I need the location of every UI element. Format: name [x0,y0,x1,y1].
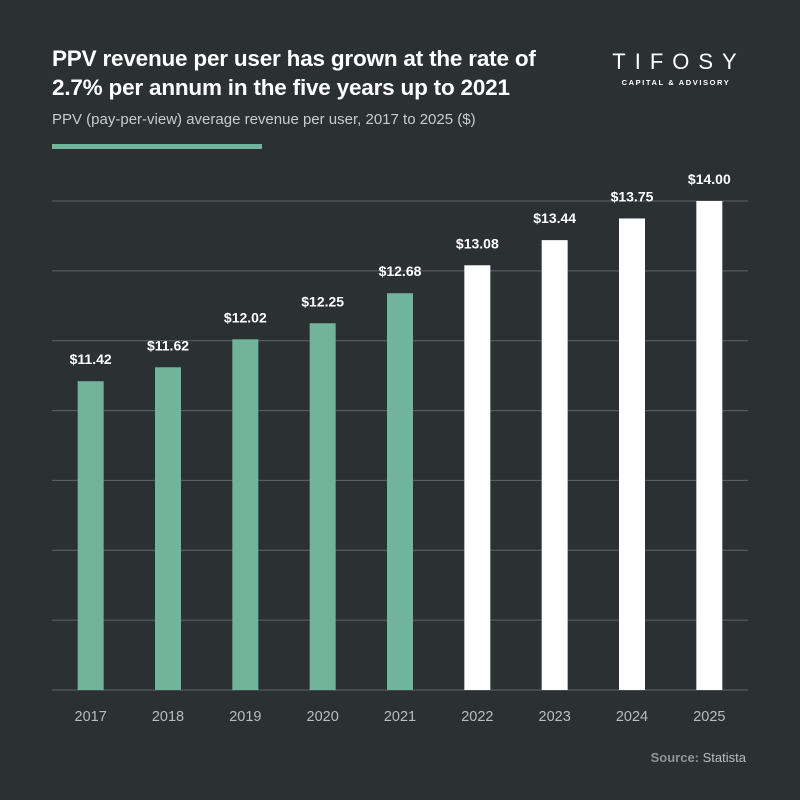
value-label-2017: $11.42 [70,351,112,367]
value-label-2021: $12.68 [379,263,422,279]
logo-wordmark: TIFOSY [612,49,746,74]
bar-2017 [77,381,104,690]
value-label-2024: $13.75 [611,188,654,204]
x-tick-label-2020: 2020 [307,709,339,725]
source-credit: Source: Statista [651,750,746,765]
x-tick-label-2022: 2022 [461,709,493,725]
bar-2024 [619,218,645,690]
tifosy-logo: TIFOSY CAPITAL & ADVISORY [600,49,750,88]
x-tick-label-2018: 2018 [152,709,184,725]
bars [77,201,723,690]
source-value: Statista [702,750,746,765]
x-tick-label-2021: 2021 [384,709,416,725]
x-tick-label-2025: 2025 [693,709,725,725]
accent-underline [52,144,262,149]
chart-title: PPV revenue per user has grown at the ra… [52,46,536,100]
source-label: Source: [650,750,700,765]
x-tick-label-2017: 2017 [75,709,107,725]
value-labels: $11.42 $11.62 $12.02 $12.25 $12.68 $13.08 $13.… [70,171,731,367]
x-axis-ticks: 2017 2018 2019 2020 2021 2022 2023 2024 2025 [75,709,726,725]
bar-2019 [232,339,259,690]
bar-2022 [464,265,491,690]
chart-subtitle: PPV (pay-per-view) average revenue per u… [52,111,476,128]
bar-2025 [696,201,723,690]
bar-2020 [309,323,336,690]
value-label-2020: $12.25 [301,293,344,309]
bar-2018 [155,367,181,690]
x-tick-label-2024: 2024 [616,709,648,725]
value-label-2019: $12.02 [224,309,267,325]
value-label-2022: $13.08 [456,235,499,251]
x-tick-label-2019: 2019 [229,709,261,725]
value-label-2025: $14.00 [688,171,731,187]
logo-tagline: CAPITAL & ADVISORY [621,78,731,87]
bar-2023 [541,240,568,690]
x-tick-label-2023: 2023 [539,709,571,725]
value-label-2018: $11.62 [147,337,189,353]
value-label-2023: $13.44 [533,210,576,226]
bar-2021 [387,293,413,690]
